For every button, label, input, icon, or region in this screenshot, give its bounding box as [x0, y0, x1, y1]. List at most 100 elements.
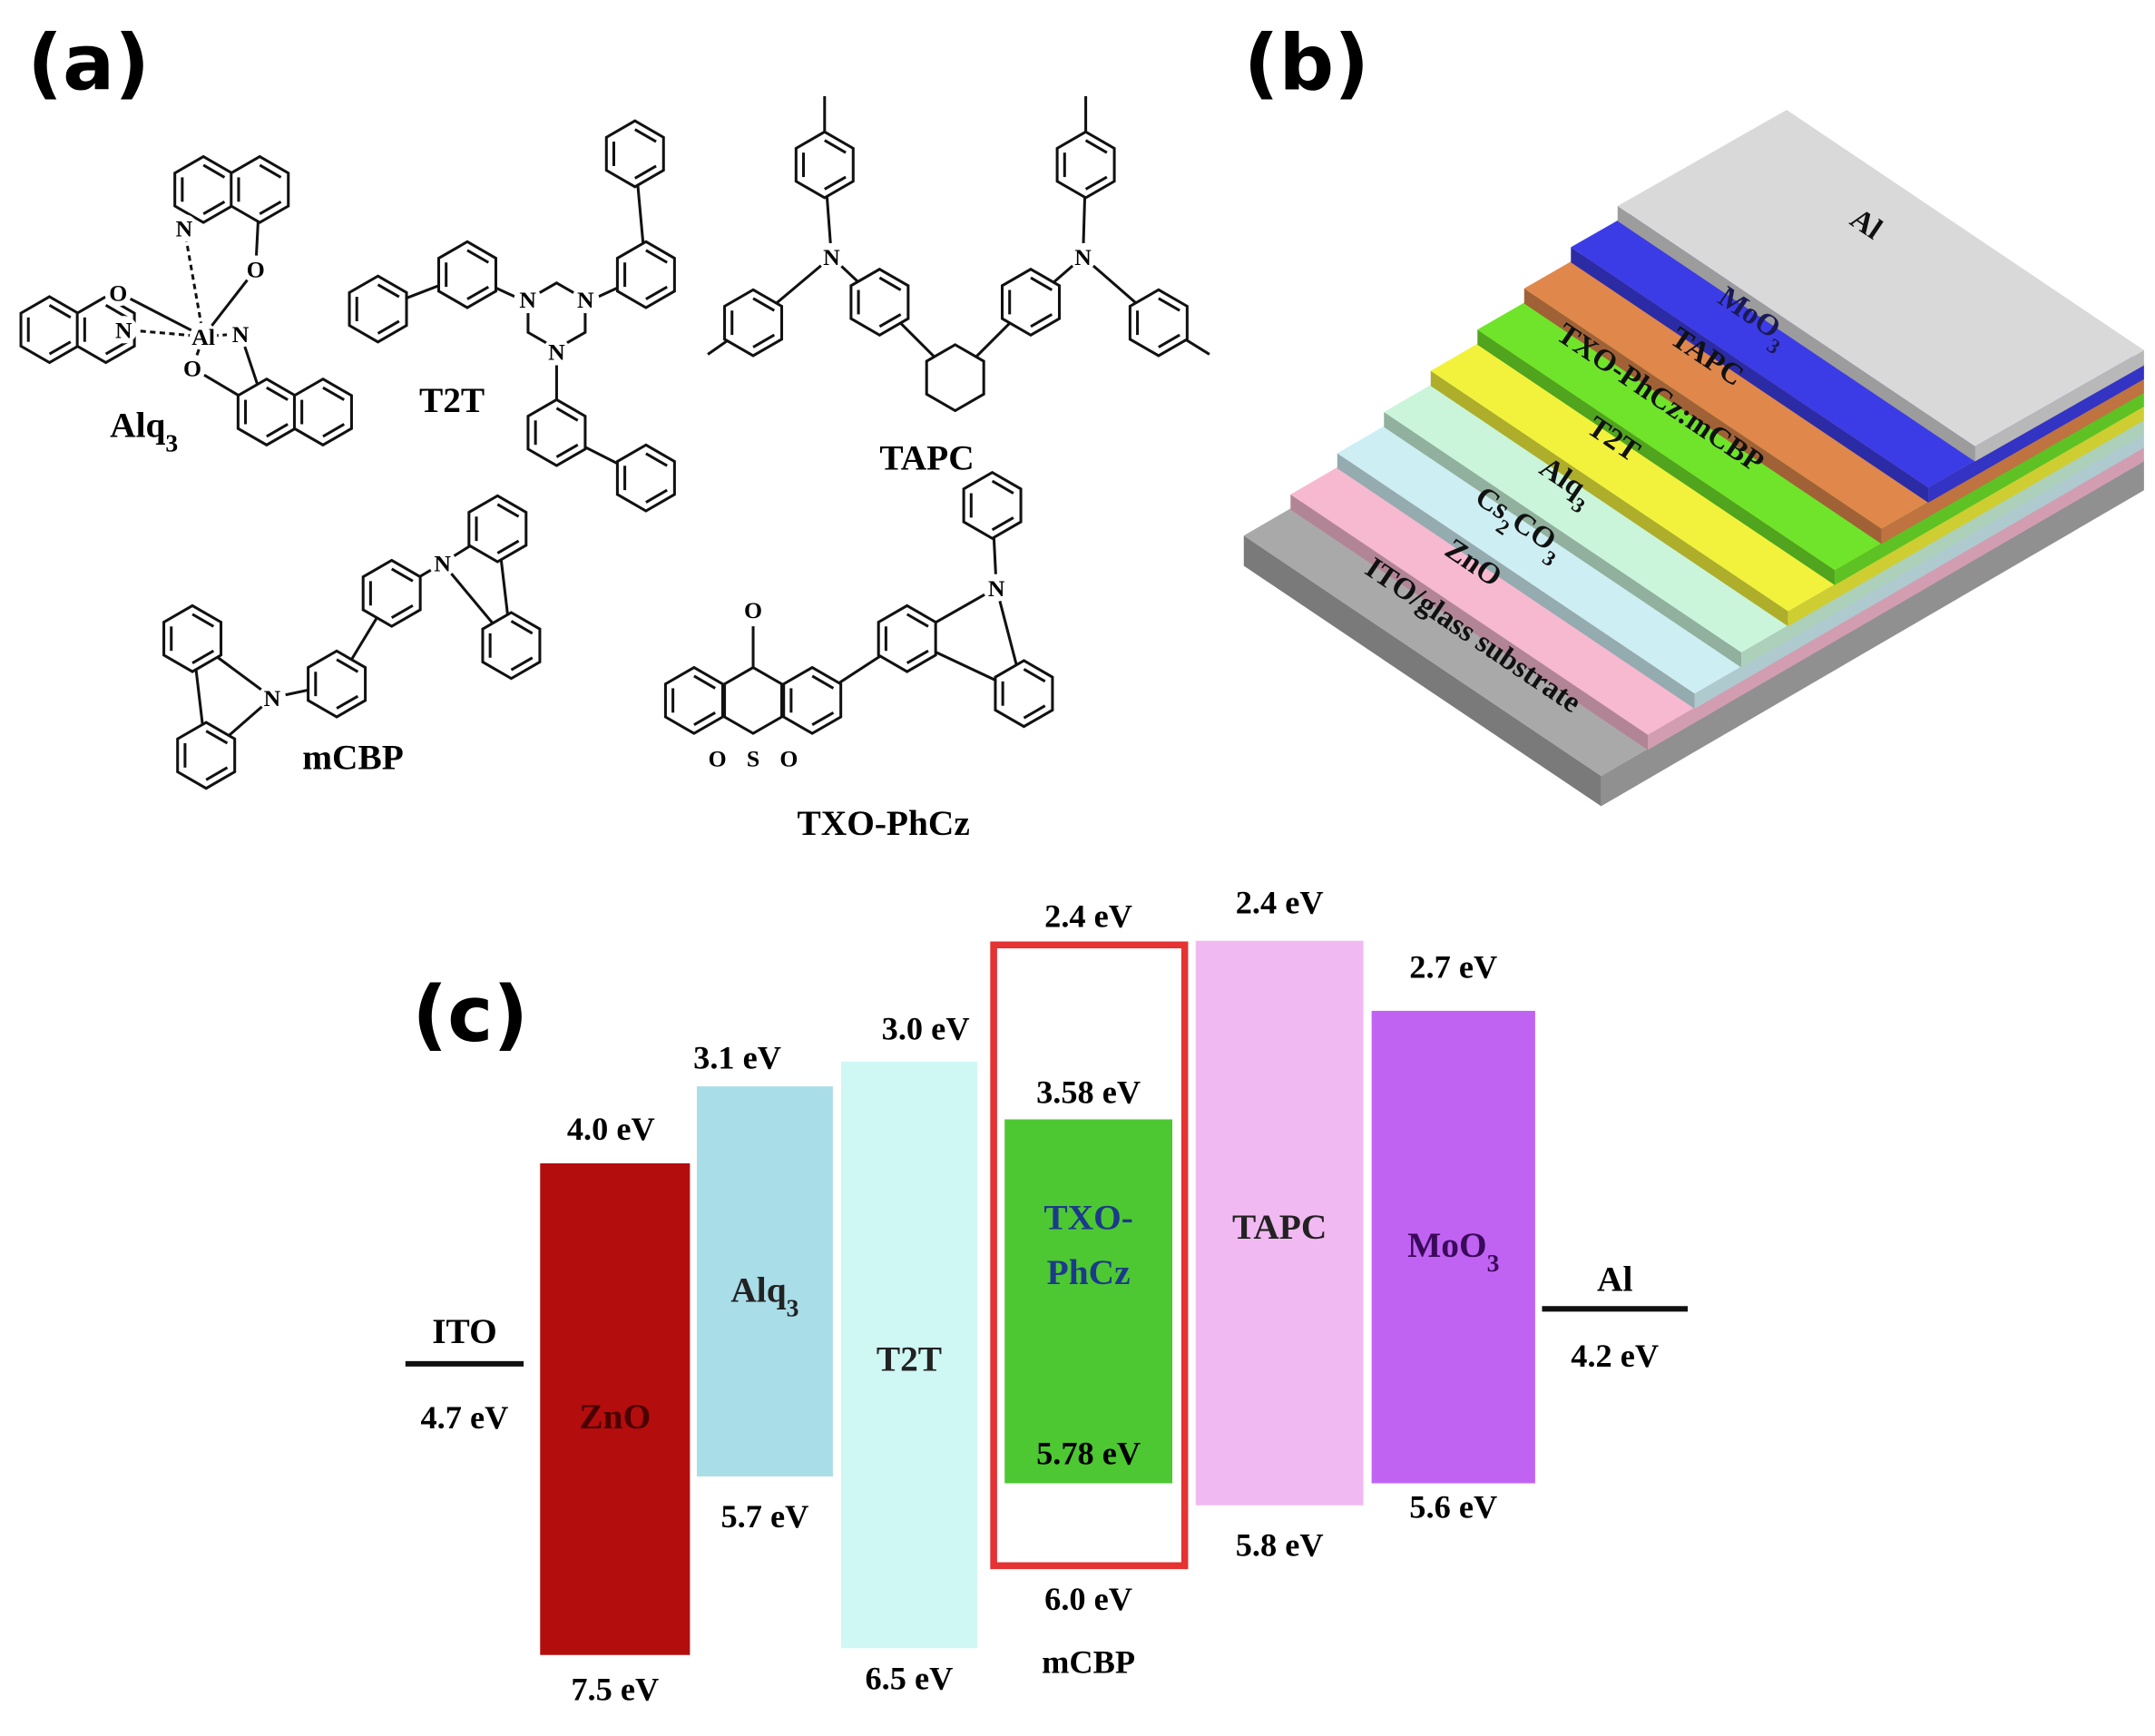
- atom-label: N: [434, 551, 451, 577]
- bond: [201, 268, 257, 338]
- layer-front: [1601, 460, 2144, 807]
- energy-bar: [540, 1162, 691, 1655]
- atom-bg: [226, 319, 255, 348]
- lumo-label: 2.4 eV: [1044, 898, 1132, 935]
- panel-label: (a): [27, 17, 150, 107]
- electrode-name: ITO: [432, 1311, 497, 1351]
- double-bond: [205, 766, 229, 781]
- atom-bg: [982, 574, 1011, 602]
- energy-bar: [1004, 1119, 1173, 1484]
- ring: [723, 665, 784, 735]
- molecule-name: mCBP: [302, 738, 404, 778]
- molecule-name: T2T: [419, 380, 485, 420]
- electrode-name: Al: [1597, 1260, 1632, 1300]
- double-bond: [1023, 668, 1046, 683]
- atom-label: N: [519, 287, 536, 313]
- double-bond: [906, 649, 929, 664]
- atom-bg: [178, 354, 207, 382]
- double-bond: [824, 175, 847, 191]
- atom-label: N: [176, 215, 193, 241]
- panel-label: (c): [412, 969, 528, 1059]
- double-bond: [336, 658, 359, 673]
- lumo-label: 3.0 eV: [882, 1011, 970, 1047]
- molecule-name: TXO-PhCz: [798, 803, 970, 843]
- molecule-name: Alq3: [110, 405, 178, 456]
- electrode-level-label: 4.2 eV: [1571, 1338, 1659, 1374]
- energy-bar: [840, 1061, 977, 1649]
- atom-label: N: [823, 244, 840, 270]
- double-bond: [191, 649, 215, 664]
- material-name: ZnO: [579, 1397, 651, 1437]
- double-bond: [377, 319, 400, 335]
- material-name: TXO-: [1043, 1198, 1132, 1238]
- atom-label: S: [747, 746, 759, 772]
- atom-label: O: [109, 280, 127, 306]
- atom-bg: [241, 255, 269, 283]
- double-bond: [824, 139, 847, 154]
- double-bond: [322, 423, 346, 438]
- atom-label: O: [183, 356, 201, 382]
- material-name: Alq3: [730, 1270, 798, 1321]
- double-bond: [48, 304, 72, 319]
- double-bond: [645, 285, 668, 300]
- molecule-name-part: T2T: [419, 380, 485, 420]
- layer-side: [1243, 535, 1602, 807]
- double-bond: [555, 443, 579, 458]
- double-bond: [752, 333, 776, 348]
- double-bond: [322, 386, 346, 401]
- homo-label: 5.8 eV: [1236, 1527, 1324, 1564]
- bond: [117, 291, 204, 338]
- atom-label: N: [115, 317, 132, 343]
- double-bond: [1084, 139, 1108, 154]
- molecule-name-part: Alq: [110, 405, 165, 445]
- lumo-label: 2.4 eV: [1236, 884, 1324, 920]
- homo-label: 5.6 eV: [1409, 1488, 1497, 1525]
- electrode-level-label: 4.7 eV: [421, 1399, 509, 1436]
- double-bond: [878, 276, 902, 291]
- layer-front: [1928, 364, 2144, 503]
- double-bond: [634, 128, 657, 143]
- lumo-label: 4.0 eV: [567, 1111, 655, 1147]
- double-bond: [991, 516, 1014, 532]
- double-bond: [266, 386, 289, 401]
- atom-bg: [514, 285, 542, 314]
- double-bond: [48, 340, 72, 356]
- material-name-part: MoO: [1407, 1225, 1486, 1265]
- atom-bg: [543, 338, 571, 366]
- double-bond: [466, 285, 490, 300]
- double-bond: [104, 340, 128, 356]
- double-bond: [811, 674, 835, 690]
- layer-front: [1741, 418, 2144, 668]
- double-bond: [336, 694, 359, 710]
- molecule-name-part: TXO-PhCz: [798, 803, 970, 843]
- layer-side: [1430, 370, 1788, 627]
- double-bond: [555, 407, 579, 422]
- double-bond: [259, 200, 282, 216]
- layer-side: [1290, 494, 1649, 750]
- double-bond: [634, 164, 657, 180]
- double-bond: [496, 539, 520, 554]
- homo-label: 5.7 eV: [720, 1498, 808, 1535]
- double-bond: [202, 200, 226, 216]
- atom-bg: [572, 285, 600, 314]
- material-name-part: Alq: [730, 1270, 786, 1310]
- atom-label: O: [247, 257, 265, 283]
- atom-label: N: [988, 575, 1005, 602]
- host-name: mCBP: [1042, 1643, 1135, 1680]
- energy-bar: [1195, 940, 1364, 1506]
- double-bond: [466, 249, 490, 264]
- material-name: PhCz: [1047, 1252, 1131, 1292]
- ring: [925, 343, 985, 413]
- homo-label: 7.5 eV: [571, 1672, 659, 1708]
- double-bond: [510, 620, 534, 635]
- double-bond: [645, 488, 668, 504]
- layer-front: [1881, 378, 2144, 544]
- double-bond: [1158, 333, 1180, 348]
- layer-side: [1477, 329, 1836, 585]
- material-name: MoO3: [1407, 1225, 1499, 1276]
- atom-label: O: [709, 746, 727, 772]
- double-bond: [878, 313, 902, 329]
- homo-label: 6.0 eV: [1044, 1581, 1132, 1617]
- double-bond: [202, 163, 226, 179]
